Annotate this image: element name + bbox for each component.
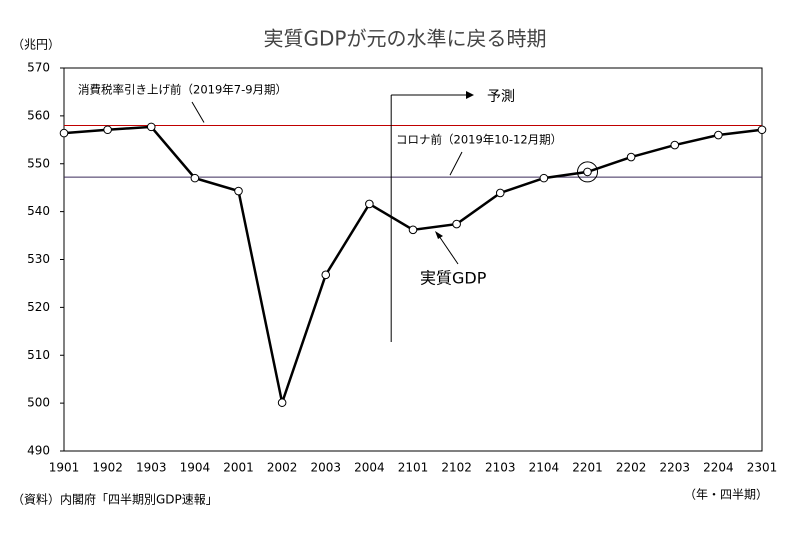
x-tick-label: 2004 xyxy=(354,461,385,475)
x-tick-label: 2003 xyxy=(310,461,341,475)
data-point xyxy=(757,125,767,135)
y-axis-label: （兆円） xyxy=(12,38,60,52)
x-tick-label: 2101 xyxy=(398,461,429,475)
chart-title: 実質GDPが元の水準に戻る時期 xyxy=(264,27,547,51)
data-point xyxy=(365,199,374,209)
y-tick-label: 510 xyxy=(27,348,50,362)
data-point xyxy=(583,167,592,177)
series-label: 実質GDP xyxy=(420,269,487,288)
y-tick-label: 520 xyxy=(27,300,50,314)
y-tick-label: 530 xyxy=(27,252,50,266)
arrow-head xyxy=(435,231,443,239)
x-axis-label: （年・四半期） xyxy=(684,488,768,502)
x-tick-label: 2301 xyxy=(747,461,778,475)
data-point xyxy=(452,219,461,229)
leader-line xyxy=(438,235,459,265)
reference-label: 消費税率引き上げ前（2019年7-9月期） xyxy=(78,83,287,97)
data-point xyxy=(539,173,549,183)
x-tick-label: 2002 xyxy=(267,461,298,475)
source-note: （資料）内閣府「四半期別GDP速報」 xyxy=(12,492,218,507)
x-tick-label: 2102 xyxy=(441,461,472,475)
data-point xyxy=(626,152,636,162)
x-tick-label: 1904 xyxy=(180,461,211,475)
data-point xyxy=(714,130,723,140)
x-tick-label: 1902 xyxy=(92,461,123,475)
data-point xyxy=(495,188,505,198)
y-tick-label: 570 xyxy=(27,61,50,75)
data-point xyxy=(190,173,200,183)
x-tick-label: 2103 xyxy=(485,461,516,475)
x-tick-label: 1901 xyxy=(49,461,80,475)
x-tick-label: 2104 xyxy=(529,461,560,475)
data-point xyxy=(277,398,287,407)
forecast-label: 予測 xyxy=(487,89,515,105)
leader-line xyxy=(191,101,205,123)
reference-label: コロナ前（2019年10-12月期） xyxy=(396,133,562,147)
y-tick-label: 540 xyxy=(27,204,50,218)
data-point xyxy=(234,186,243,196)
data-point xyxy=(59,128,69,138)
x-tick-label: 2001 xyxy=(223,461,254,475)
x-tick-label: 2202 xyxy=(616,461,647,475)
x-tick-label: 2204 xyxy=(703,461,734,475)
y-tick-label: 560 xyxy=(27,108,50,122)
data-point xyxy=(146,122,156,132)
series-line xyxy=(63,125,763,408)
x-tick-label: 2201 xyxy=(572,461,603,475)
y-tick-label: 550 xyxy=(27,156,50,170)
highlight-ring xyxy=(577,161,598,183)
x-tick-label: 1903 xyxy=(136,461,167,475)
y-tick-label: 490 xyxy=(27,444,50,458)
leader-line xyxy=(449,151,463,176)
arrow-head xyxy=(466,91,474,99)
data-point xyxy=(103,125,112,135)
x-tick-label: 2203 xyxy=(659,461,690,475)
y-tick-label: 500 xyxy=(27,396,50,410)
data-point xyxy=(321,270,331,280)
data-point xyxy=(670,140,680,150)
data-point xyxy=(408,225,418,235)
